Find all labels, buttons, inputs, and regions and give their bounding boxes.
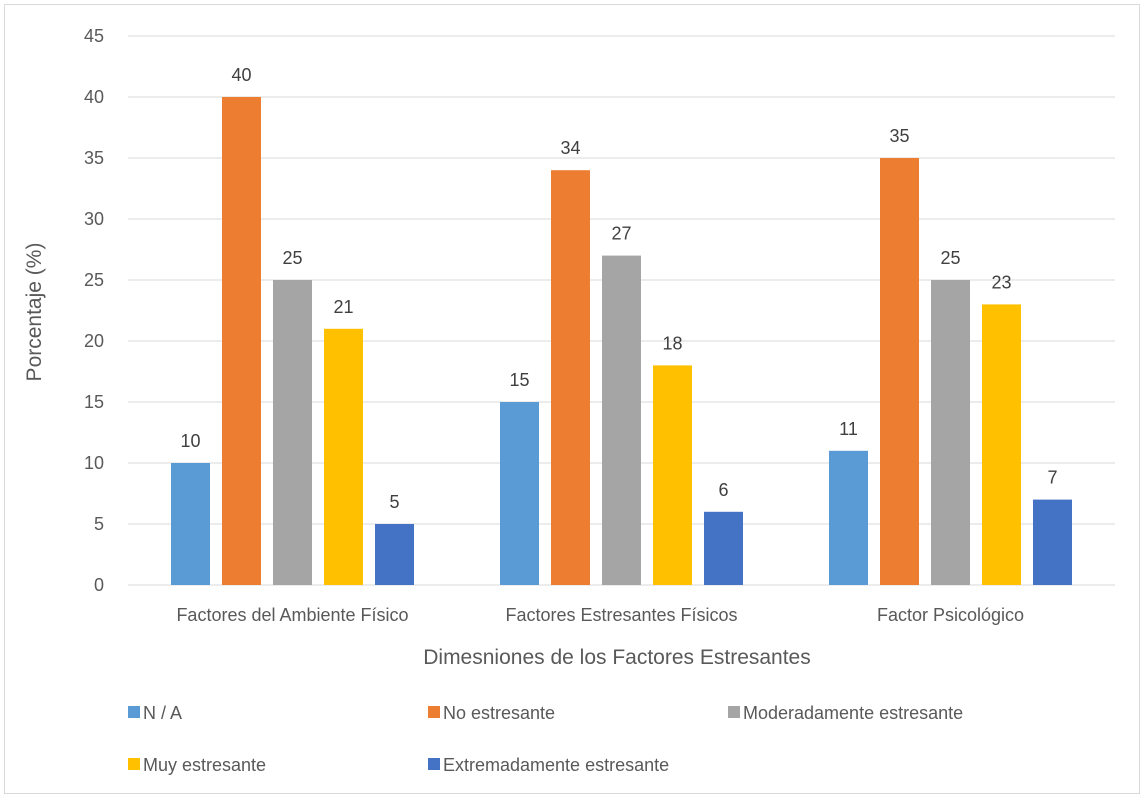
legend-swatch — [428, 706, 440, 718]
bar — [222, 97, 261, 585]
y-tick-label: 35 — [84, 148, 104, 168]
y-tick-label: 25 — [84, 270, 104, 290]
data-label: 40 — [231, 65, 251, 85]
bar — [324, 328, 363, 585]
bar — [829, 450, 868, 585]
y-axis-ticks: 0 5 10 15 20 25 30 35 40 45 — [84, 26, 104, 595]
bar — [880, 158, 919, 585]
y-tick-label: 45 — [84, 26, 104, 46]
legend-label: No estresante — [443, 703, 555, 723]
y-tick-label: 30 — [84, 209, 104, 229]
x-category-label: Factores del Ambiente Físico — [176, 605, 408, 625]
bar — [653, 365, 692, 585]
bar — [1033, 499, 1072, 585]
data-label: 11 — [839, 419, 858, 439]
legend-swatch — [128, 706, 140, 718]
y-tick-label: 20 — [84, 331, 104, 351]
data-label: 15 — [509, 370, 529, 390]
legend-label: Muy estresante — [143, 755, 266, 775]
legend-label: N / A — [143, 703, 182, 723]
bars — [171, 97, 1072, 585]
data-label: 6 — [718, 480, 728, 500]
x-axis-title: Dimesniones de los Factores Estresantes — [423, 646, 811, 669]
data-label: 21 — [333, 297, 353, 317]
data-labels: 10 40 25 21 5 15 34 27 18 6 11 35 25 23 7 — [180, 65, 1057, 512]
bar — [500, 402, 539, 585]
y-tick-label: 0 — [94, 575, 104, 595]
data-label: 7 — [1047, 468, 1057, 488]
data-label: 34 — [560, 138, 580, 158]
y-tick-label: 10 — [84, 453, 104, 473]
legend-label: Moderadamente estresante — [743, 703, 963, 723]
legend: N / A No estresante Moderadamente estresan… — [128, 703, 963, 775]
data-label: 25 — [940, 248, 960, 268]
legend-swatch — [128, 758, 140, 770]
x-category-label: Factores Estresantes Físicos — [505, 605, 737, 625]
data-label: 23 — [991, 272, 1011, 292]
bar — [602, 255, 641, 585]
legend-swatch — [728, 706, 740, 718]
data-label: 5 — [389, 492, 399, 512]
y-tick-label: 5 — [94, 514, 104, 534]
data-label: 27 — [611, 224, 631, 244]
x-category-label: Factor Psicológico — [877, 605, 1024, 625]
data-label: 10 — [180, 431, 200, 451]
bar — [551, 170, 590, 585]
bar — [375, 524, 414, 585]
x-axis-categories: Factores del Ambiente Físico Factores Est… — [176, 605, 1024, 625]
data-label: 35 — [889, 126, 909, 146]
y-tick-label: 40 — [84, 87, 104, 107]
y-axis-title: Porcentaje (%) — [23, 243, 46, 382]
bar — [704, 511, 743, 585]
legend-label: Extremadamente estresante — [443, 755, 669, 775]
bar — [931, 280, 970, 585]
data-label: 18 — [662, 333, 682, 353]
y-tick-label: 15 — [84, 392, 104, 412]
bar — [171, 463, 210, 585]
data-label: 25 — [282, 248, 302, 268]
legend-swatch — [428, 758, 440, 770]
bar — [273, 280, 312, 585]
bar — [982, 304, 1021, 585]
